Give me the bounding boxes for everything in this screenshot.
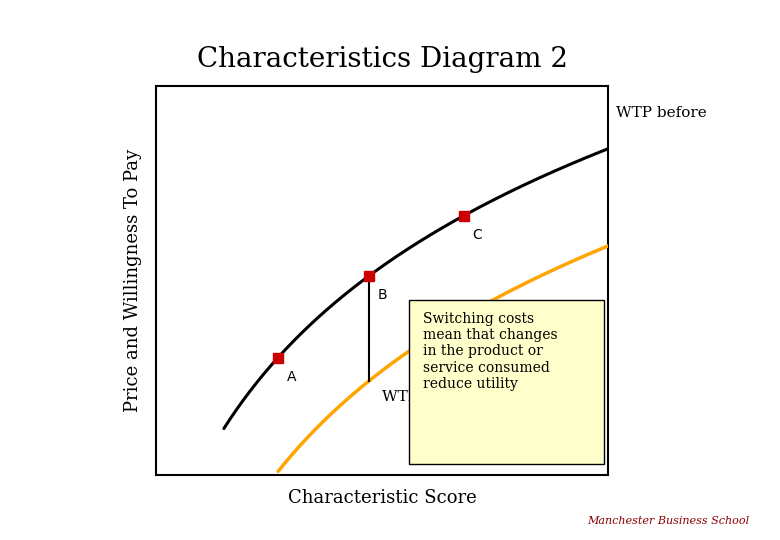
Title: Characteristics Diagram 2: Characteristics Diagram 2 [197, 46, 568, 73]
X-axis label: Characteristic Score: Characteristic Score [288, 489, 477, 507]
Y-axis label: Price and Willingness To Pay: Price and Willingness To Pay [124, 149, 142, 413]
Text: Switching costs
mean that changes
in the product or
service consumed
reduce util: Switching costs mean that changes in the… [423, 312, 558, 391]
Text: C: C [473, 228, 482, 242]
Text: A: A [287, 370, 296, 384]
Text: WTP before: WTP before [616, 106, 707, 120]
Text: B: B [378, 288, 388, 302]
Text: Manchester Business School: Manchester Business School [587, 516, 749, 526]
FancyBboxPatch shape [410, 300, 604, 463]
Text: WTP after: WTP after [382, 390, 460, 404]
